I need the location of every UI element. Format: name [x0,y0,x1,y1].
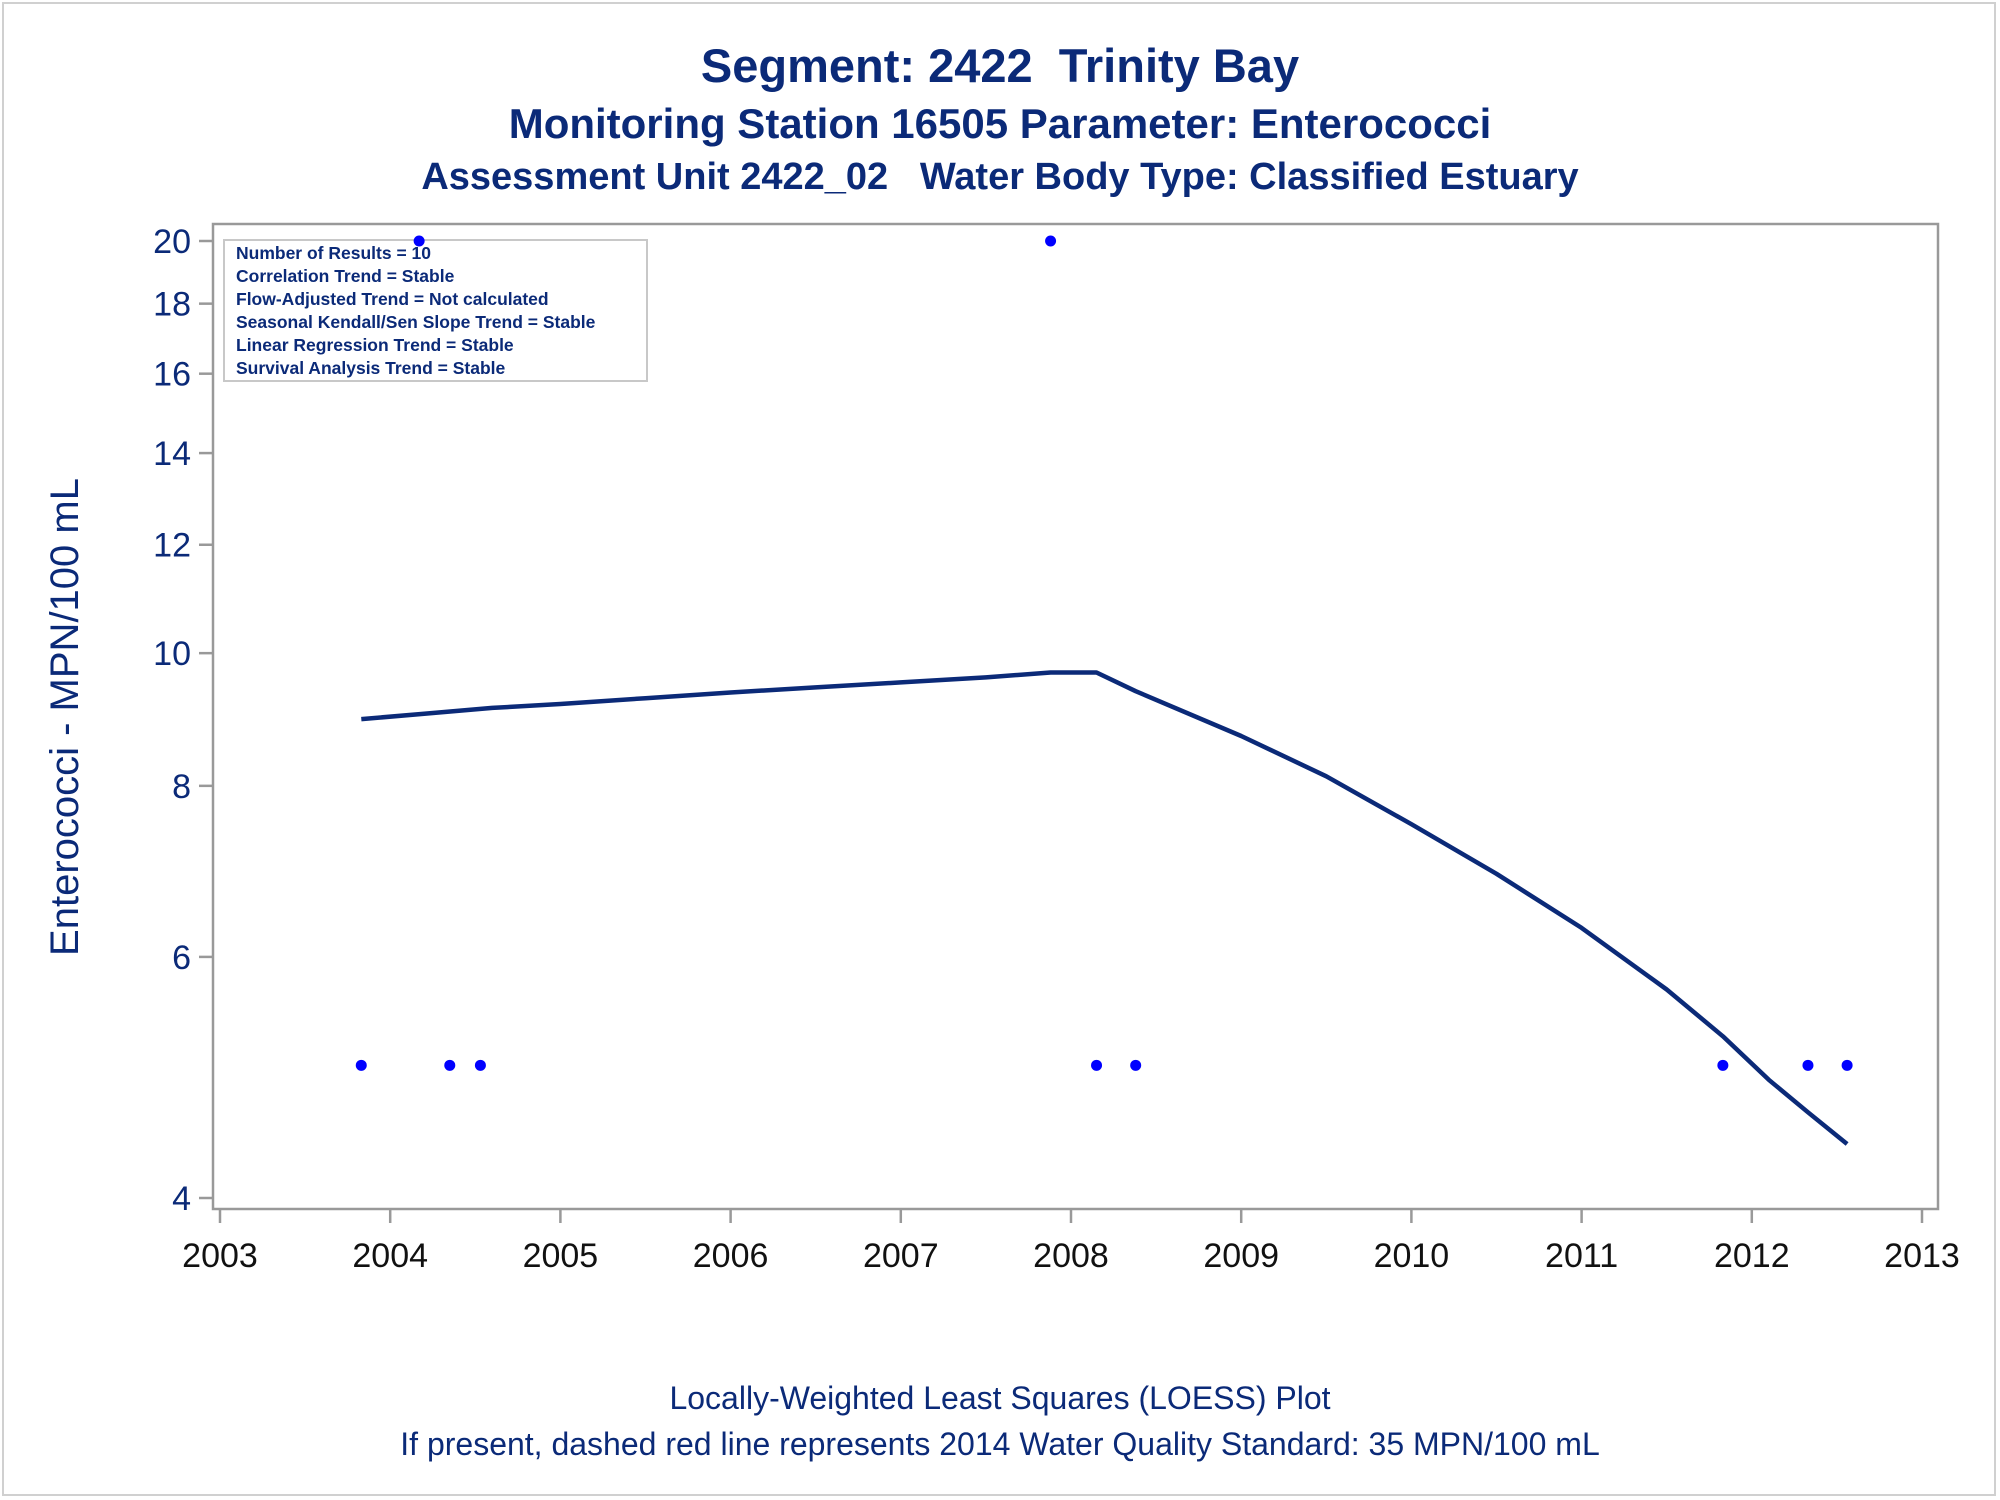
y-tick-label: 10 [153,635,191,673]
data-point [413,235,425,247]
stats-line: Flow-Adjusted Trend = Not calculated [236,289,549,309]
x-tick-label: 2005 [523,1237,599,1275]
stats-box: Number of Results = 10 Correlation Trend … [223,239,648,382]
chart-subtitle: Monitoring Station 16505 Parameter: Ente… [508,100,1492,147]
stats-line: Correlation Trend = Stable [236,266,455,286]
y-tick-label: 4 [172,1180,191,1218]
x-tick-label: 2009 [1203,1237,1279,1275]
y-tick-label: 16 [153,356,191,394]
data-point [474,1059,486,1071]
data-point [1045,235,1057,247]
plot-area-border [211,222,1940,1211]
chart-subtitle-2: Assessment Unit 2422_02 Water Body Type:… [421,156,1579,198]
loess-curve [361,670,1849,1146]
x-tick-label: 2011 [1545,1237,1618,1275]
x-tick-label: 2012 [1714,1237,1790,1275]
data-point [1717,1059,1729,1071]
y-tick-label: 6 [172,939,191,977]
x-tick-label: 2010 [1374,1237,1450,1275]
data-point [1841,1059,1853,1071]
footnote-2: If present, dashed red line represents 2… [400,1426,1600,1462]
footnote-1: Locally-Weighted Least Squares (LOESS) P… [669,1380,1331,1416]
y-tick-label: 12 [153,527,191,565]
x-tick-label: 2013 [1884,1237,1960,1275]
x-tick-label: 2008 [1033,1237,1109,1275]
x-tick-label: 2003 [182,1237,258,1275]
y-tick-label: 8 [172,768,191,806]
loess-curve-group [361,670,1849,1146]
stats-line: Seasonal Kendall/Sen Slope Trend = Stabl… [236,312,596,332]
stats-line: Survival Analysis Trend = Stable [236,358,506,378]
data-point [355,1059,367,1071]
stats-line: Linear Regression Trend = Stable [236,335,514,355]
y-tick-label: 14 [153,435,191,473]
data-point [1091,1059,1103,1071]
data-point [1130,1059,1142,1071]
stats-line: Number of Results = 10 [236,243,431,263]
stats-box-border [223,239,648,382]
x-tick-label: 2004 [352,1237,428,1275]
y-tick-label: 20 [153,223,191,261]
x-tick-label: 2007 [863,1237,939,1275]
x-tick-label: 2006 [693,1237,769,1275]
chart-title: Segment: 2422 Trinity Bay [700,39,1300,92]
data-points-group [355,235,1853,1071]
data-point [444,1059,456,1071]
axes: 4 6 8 10 12 14 16 18 20 2003 2004 2005 2006 2007 2008 2… [153,223,1960,1275]
y-axis-label: Enterococci - MPN/100 mL [43,478,87,956]
data-point [1802,1059,1814,1071]
y-tick-label: 18 [153,286,191,324]
